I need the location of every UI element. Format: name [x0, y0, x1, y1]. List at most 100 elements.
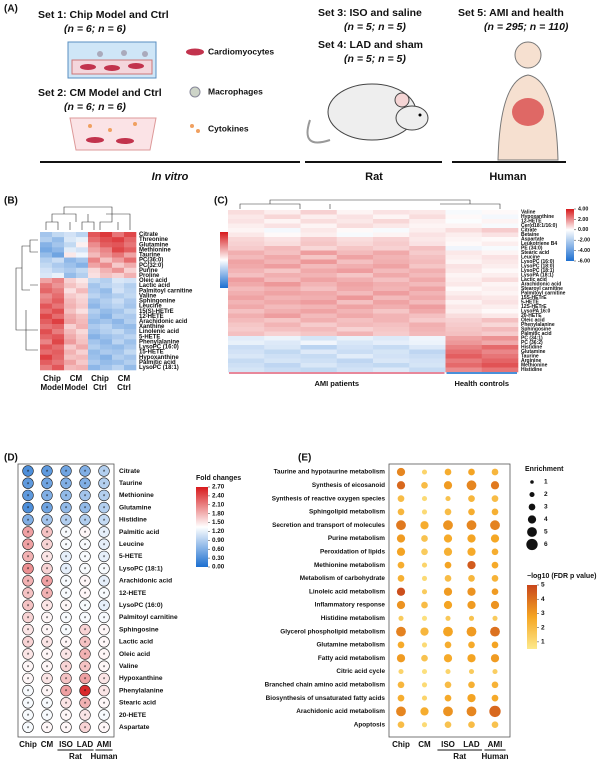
significance-marker: * [27, 482, 30, 488]
colorbar-tick-label: 0.90 [212, 537, 225, 544]
significance-marker: * [46, 580, 49, 586]
heat-cell [300, 340, 338, 346]
heat-cell [264, 286, 301, 292]
enrichment-dot [397, 641, 405, 649]
fold-change-circle [98, 526, 110, 538]
heat-cell [409, 277, 446, 283]
significance-marker: * [65, 641, 68, 647]
rat-illustration [306, 83, 429, 144]
heat-cell [228, 358, 265, 364]
heat-cell [409, 273, 446, 278]
heat-cell [300, 291, 338, 296]
enrichment-dot [444, 508, 452, 516]
row-label: Palmitoyl carnitine [119, 614, 178, 621]
fold-change-circle [60, 538, 72, 550]
row-label: Lactic acid [119, 639, 153, 646]
heat-cell [300, 268, 338, 274]
fold-change-circle [41, 538, 53, 550]
heat-cell [64, 237, 77, 243]
fold-change-circle [79, 538, 91, 550]
heat-cell [409, 282, 446, 287]
heat-cell [112, 313, 125, 320]
heat-cell [52, 247, 65, 253]
row-label: 20-HETE [521, 313, 542, 319]
significance-marker: * [65, 690, 68, 696]
heat-cell [300, 282, 338, 287]
enrichment-dot [466, 520, 477, 531]
heat-cell [373, 354, 410, 359]
row-label: Methionine [139, 247, 171, 253]
heat-cell [445, 367, 483, 373]
enrichment-dot [444, 721, 452, 729]
heat-cell [481, 309, 519, 314]
significance-marker: * [27, 714, 30, 720]
heat-cell [373, 273, 410, 278]
heat-cell [481, 268, 519, 274]
heat-cell [445, 286, 483, 292]
enrichment-dot [397, 721, 405, 729]
row-label: Arachidonic acid [521, 282, 561, 288]
significance-marker: * [84, 616, 87, 622]
fold-change-circle [41, 721, 53, 733]
heat-cell [336, 363, 374, 368]
heat-cell [373, 264, 410, 269]
enrichment-dot [492, 668, 498, 675]
heat-cell [481, 345, 519, 350]
colorbar-tick-label: 0.60 [212, 546, 225, 553]
heat-cell [40, 344, 53, 350]
heat-cell [409, 336, 446, 341]
fold-change-circle [22, 660, 34, 672]
significance-marker: * [27, 665, 30, 671]
row-label: 12-HETE [139, 314, 164, 320]
size-legend-title: Enrichment [525, 466, 564, 473]
row-label: Histidine [521, 345, 542, 351]
enrichment-dot [443, 600, 453, 610]
heat-cell [52, 303, 65, 309]
fold-change-circle [79, 489, 91, 502]
fold-change-circle [60, 672, 72, 685]
significance-marker: * [46, 714, 49, 720]
heat-cell [445, 273, 483, 278]
heat-cell [300, 277, 338, 283]
significance-marker: * [46, 690, 49, 696]
fold-change-circle [98, 684, 110, 697]
heat-cell [409, 327, 446, 332]
heat-cell [100, 272, 113, 279]
significance-marker: * [84, 482, 87, 488]
set-n: (n = 5; n = 5) [344, 53, 406, 65]
enrichment-dot [466, 480, 477, 491]
colorbar-tick-label: 4 [541, 596, 545, 603]
row-label: Hypoxanthine [139, 355, 179, 361]
fold-change-circle [41, 660, 53, 672]
fold-change-circle [22, 684, 34, 697]
heat-cell [228, 318, 265, 323]
enrichment-dot [396, 481, 406, 490]
fold-change-circle [60, 575, 72, 587]
heat-cell [445, 241, 483, 247]
heat-cell [40, 293, 53, 299]
significance-marker: * [27, 519, 30, 525]
heat-cell [64, 364, 77, 371]
row-label: LysoPC (16:0) [521, 259, 554, 265]
enrichment-dot [468, 641, 475, 649]
heat-cell [481, 300, 519, 305]
significance-marker: * [27, 494, 30, 500]
row-label: Methionine metabolism [314, 562, 385, 569]
heat-cell [88, 267, 101, 274]
enrichment-dot [468, 468, 475, 476]
row-label: PC(36:0) [139, 258, 163, 264]
legend-label: Cytokines [208, 123, 249, 133]
heat-cell [481, 291, 519, 296]
heat-cell [124, 283, 137, 289]
fold-change-circle [41, 477, 53, 489]
heat-cell [52, 262, 65, 269]
fold-change-circle [79, 465, 91, 477]
fold-change-circle [98, 550, 110, 563]
heat-cell [481, 331, 519, 337]
row-label: LysoPC (16:0) [119, 602, 163, 609]
heat-cell [373, 232, 410, 238]
heat-cell [112, 339, 125, 345]
heat-cell [264, 349, 301, 355]
colorbar [196, 487, 208, 567]
significance-marker: * [46, 494, 49, 500]
